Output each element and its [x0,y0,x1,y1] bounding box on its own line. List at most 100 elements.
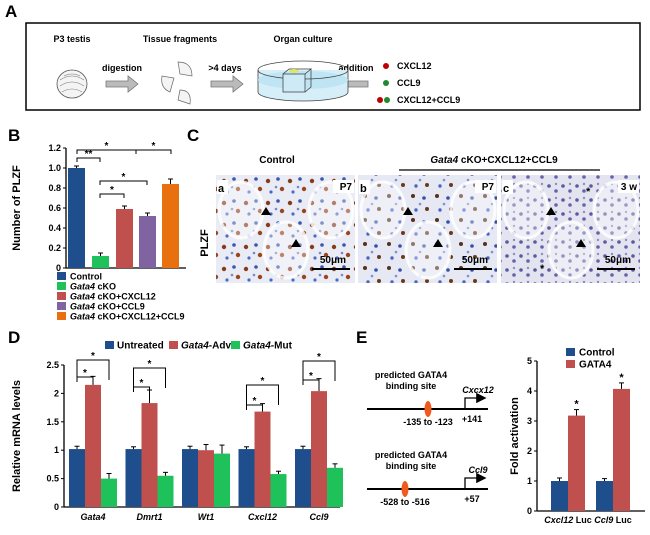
scale-bar-label: 50μm [320,255,346,266]
significance-star: * [148,359,152,370]
y-tick-label: 0 [56,263,61,273]
legend-item-text: cKO [95,282,116,292]
legend-item-italic: Gata4 [243,341,271,352]
significance-bracket [99,193,125,198]
tubule [307,180,355,240]
category-label: Cxcl12 Luc [544,515,592,525]
y-tick-label: 0.6 [48,203,61,213]
significance-star: * [105,141,109,152]
chart-d: 0 0.5 1 1.5 2 2.5 Relative mRNA levels Gata4 Dmr… [11,341,343,522]
y-tick-label: 0.4 [48,223,61,233]
arrow-label-days: >4 days [208,63,241,73]
bar-gata4-adv [141,403,158,507]
tubule [359,180,407,240]
legend-swatch [57,302,66,310]
legend-item: Gata4 cKO+CXCL12+CCL9 [70,312,185,322]
y-axis-label: Fold activation [509,397,521,475]
bar-3 [116,209,133,268]
arrowhead-icon [546,207,556,215]
significance-star: * [152,141,156,152]
legend-item-italic: Gata4 [181,341,209,352]
y-tick-label: 1 [527,476,532,486]
legend-item: Gata4-Mut [243,341,293,352]
treatment-combined: CXCL12+CCL9 [397,95,460,105]
category-label: Wt1 [198,512,215,522]
chart-e: 0 1 2 3 4 5 Fold activation * * Cxcl12 Luc Ccl9 Lu… [509,348,645,525]
y-tick-label: 2.5 [46,360,59,370]
bar-untreated [125,449,142,507]
binding-site-range: -528 to -516 [380,497,430,507]
bar-gata4-mut [327,467,343,507]
y-tick-label: 5 [527,356,532,366]
category-label-text: Luc [573,515,592,525]
significance-star: * [619,372,624,384]
step-tissue-fragments: Tissue fragments [143,34,217,44]
significance-star: * [140,378,144,389]
culture-dish-icon [257,60,349,102]
category-label: Cxcl12 [248,512,277,522]
binding-site-icon [424,401,432,417]
y-tick-label: 3 [527,416,532,426]
y-tick-label: 4 [527,386,532,396]
arrowhead-icon [433,239,443,247]
asterisk-mark: * [540,263,545,275]
bar-gata4 [613,388,630,511]
label-bg [475,180,496,193]
category-label: Dmrt1 [136,512,162,522]
bar-untreated [295,449,311,507]
significance-star: ** [85,149,93,160]
step-organ-culture: Organ culture [273,34,332,44]
arrowhead-icon [403,207,413,215]
legend-swatch [231,341,240,349]
significance-bracket [99,180,148,185]
legend-item-text: Untreated [117,341,164,352]
y-tick-label: 2 [54,388,59,398]
y-tick-label: 1 [54,445,59,455]
label-bg [217,180,228,194]
micrograph-a: a P7 50μm [216,175,355,283]
gene-name: Ccl9 [468,465,487,475]
tubule [217,180,265,240]
label-bg [502,180,513,194]
significance-bracket [302,360,336,381]
legend-item: Gata4 cKO+CXCL12 [70,292,156,302]
legend-item-text: cKO+CXCL12 [95,292,156,302]
bar-untreated [182,449,198,507]
micrograph-b: b P7 50μm [358,175,497,283]
bar-2 [92,256,109,268]
arrow-label-addition: addition [339,63,374,73]
y-tick-label: 0 [527,506,532,516]
legend-swatch [57,312,66,320]
legend-item-italic: Gata4 [70,292,95,302]
age-label: P7 [340,182,353,193]
tss-position: +141 [462,414,482,424]
legend-item-text: Control [579,348,615,359]
significance-bracket [76,157,101,162]
legend-swatch [566,348,575,356]
binding-site-title: binding site [386,461,437,471]
significance-star: * [253,396,257,407]
treatment-ccl9: CCL9 [397,78,421,88]
y-axis-label: Number of PLZF [11,165,23,251]
legend-item: Gata4-Adv [181,341,231,352]
tubule [547,220,595,280]
legend-item-text: -Mut [271,341,293,352]
binding-site-title: predicted GATA4 [375,370,447,380]
significance-star: * [83,368,87,379]
legend-item-text: GATA4 [579,360,612,371]
header-control: Control [259,155,295,166]
significance-bracket [135,149,172,154]
tss-arrow-icon [464,472,487,489]
tubule [502,180,550,240]
significance-bracket [246,384,279,405]
legend-item: GATA4 [579,360,612,371]
cxcl12-dot-icon [383,63,389,69]
arrow-right-icon [105,75,139,93]
age-label: P7 [482,182,495,193]
bar-gata4-adv [85,384,101,507]
tubule [449,180,497,240]
legend-item-text: Control [70,272,102,282]
